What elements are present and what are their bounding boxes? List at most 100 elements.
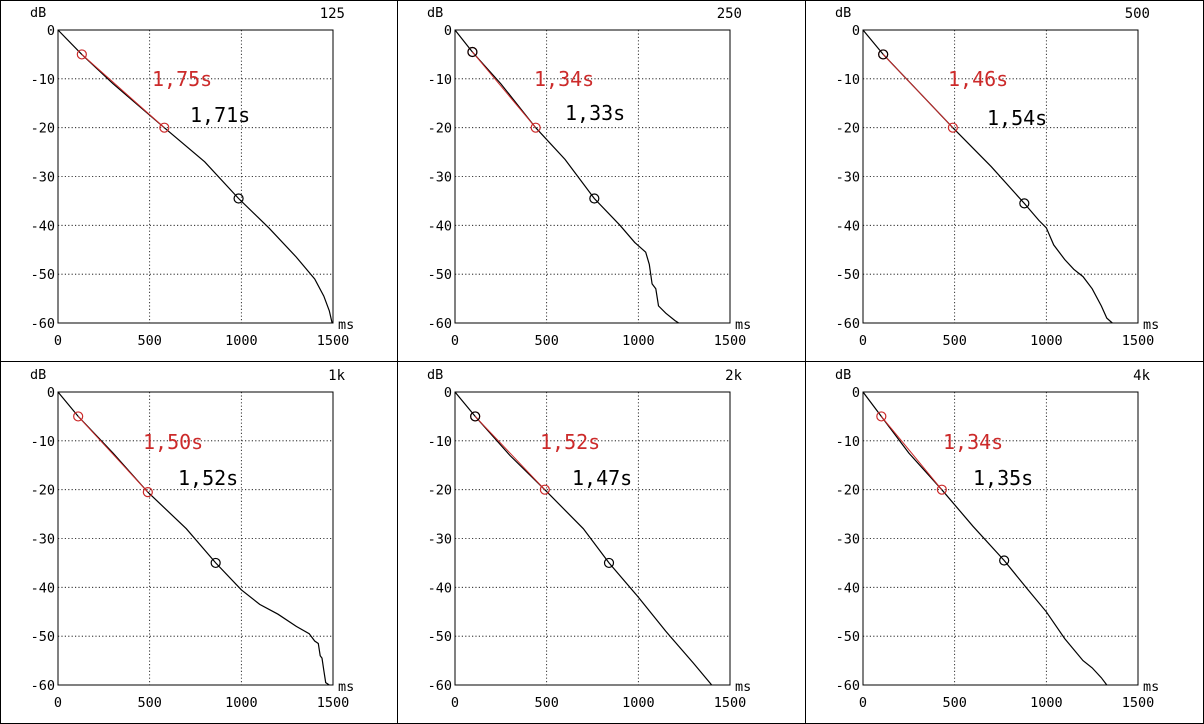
- decay-chart-250: 0-10-20-30-40-50-600 500 1000 1500dBms2501,…: [427, 5, 751, 349]
- panel-1k: 0 -10 -20 -30 -40 -50 -60 0 500 1000 1500 dB ms 1k 1,5…: [0, 362, 397, 724]
- y-tick-label: -10: [428, 72, 452, 88]
- rt-value-red: 1,50s: [143, 430, 203, 454]
- y-axis-unit: dB: [30, 367, 46, 383]
- y-tick-label: -10: [31, 434, 55, 450]
- y-tick-label: 0: [444, 385, 452, 401]
- y-tick-label: -30: [836, 170, 860, 186]
- x-tick-label: 1000: [225, 333, 258, 349]
- x-tick-label: 500: [137, 695, 161, 711]
- x-axis-unit: ms: [735, 679, 751, 695]
- y-tick-label: 0: [852, 385, 860, 401]
- band-label: 250: [717, 6, 742, 22]
- y-tick-label: -20: [31, 121, 55, 137]
- plot-frame: [454, 29, 731, 324]
- edt-fit-line: [81, 54, 165, 129]
- x-tick-label: 1000: [622, 695, 655, 711]
- x-tick-label: 500: [942, 333, 966, 349]
- y-tick-label: -50: [31, 629, 55, 645]
- rt-value-black: 1,71s: [190, 103, 250, 127]
- plot-frame: [862, 29, 1139, 324]
- rt-value-black: 1,47s: [572, 466, 632, 490]
- x-tick-label: 0: [54, 333, 62, 349]
- red-marker: [936, 484, 947, 495]
- y-tick-label: -60: [428, 316, 452, 332]
- decay-chart-1k: 0-10-20-30-40-50-600 500 1000 1500dBms1k1,5…: [30, 367, 354, 711]
- divider-vertical-left: [397, 0, 398, 724]
- decay-chart-125: 0-10-20-30-40-50-600 500 1000 1500dBms1251,…: [30, 5, 354, 349]
- band-label: 1k: [328, 368, 345, 384]
- y-tick-label: -10: [836, 434, 860, 450]
- y-axis-unit: dB: [427, 367, 443, 383]
- y-tick-label: -40: [428, 580, 452, 596]
- x-axis-unit: ms: [338, 679, 354, 695]
- black-marker: [233, 193, 244, 204]
- x-tick-label: 1500: [714, 695, 747, 711]
- x-tick-label: 0: [859, 695, 867, 711]
- y-tick-label: -10: [836, 72, 860, 88]
- y-tick-label: -50: [836, 267, 860, 283]
- black-marker: [999, 555, 1010, 566]
- x-axis-unit: ms: [735, 317, 751, 333]
- edt-fit-line: [880, 416, 943, 490]
- y-tick-label: 0: [444, 23, 452, 39]
- rt-value-black: 1,54s: [987, 106, 1047, 130]
- y-tick-label: -40: [31, 580, 55, 596]
- y-tick-label: -60: [836, 678, 860, 694]
- panel-125: 0 -10 -20 -30 -40 -50 -60 0 500 1000 1500 dB ms 125 1,…: [0, 0, 397, 362]
- y-tick-label: -60: [31, 316, 55, 332]
- black-marker: [470, 411, 481, 422]
- rt-value-red: 1,75s: [152, 67, 212, 91]
- red-marker: [530, 122, 541, 133]
- x-axis-unit: ms: [1143, 317, 1159, 333]
- edt-fit-line: [77, 416, 149, 493]
- black-marker: [1019, 198, 1030, 209]
- y-axis-unit: dB: [427, 5, 443, 21]
- edt-fit-line: [472, 51, 537, 128]
- red-marker: [73, 411, 84, 422]
- y-tick-label: -40: [31, 218, 55, 234]
- y-tick-label: -40: [836, 218, 860, 234]
- decay-chart-500: 0-10-20-30-40-50-600 500 1000 1500dBms5001,…: [835, 5, 1159, 349]
- y-tick-label: -50: [428, 629, 452, 645]
- decay-curve: [454, 29, 680, 324]
- plot-frame: [57, 29, 334, 324]
- rt-value-red: 1,52s: [540, 430, 600, 454]
- red-marker: [947, 122, 958, 133]
- y-tick-label: -50: [836, 629, 860, 645]
- y-tick-label: -10: [428, 434, 452, 450]
- decay-chart-4k: 0-10-20-30-40-50-600 500 1000 1500dBms4k1,3…: [835, 367, 1159, 711]
- panel-2k: 0 -10 -20 -30 -40 -50 -60 0 500 1000 1500 dB ms 2k 1,5…: [397, 362, 805, 724]
- x-axis-unit: ms: [1143, 679, 1159, 695]
- x-tick-label: 0: [54, 695, 62, 711]
- decay-curve: [454, 391, 713, 686]
- black-marker: [210, 557, 221, 569]
- panel-250: 0 -10 -20 -30 -40 -50 -60 0 500 1000 1500 dB ms 250 1,…: [397, 0, 805, 362]
- x-tick-label: 1500: [1122, 695, 1155, 711]
- y-tick-label: -50: [428, 267, 452, 283]
- y-tick-label: -30: [31, 170, 55, 186]
- edt-fit-line: [474, 416, 546, 491]
- plot-frame: [862, 391, 1139, 686]
- outer-border-left: [0, 0, 1, 724]
- rt-value-black: 1,35s: [973, 466, 1033, 490]
- band-label: 500: [1125, 6, 1150, 22]
- x-tick-label: 1000: [1030, 695, 1063, 711]
- red-marker: [142, 487, 153, 498]
- x-tick-label: 0: [451, 333, 459, 349]
- rt-value-red: 1,46s: [948, 67, 1008, 91]
- plot-frame: [57, 391, 334, 686]
- x-tick-label: 500: [534, 695, 558, 711]
- y-tick-label: -20: [428, 483, 452, 499]
- black-marker: [603, 557, 615, 569]
- y-axis-unit: dB: [835, 367, 851, 383]
- x-tick-label: 1500: [714, 333, 747, 349]
- red-marker: [76, 49, 87, 60]
- edt-fit-line: [882, 54, 954, 129]
- black-marker: [467, 46, 478, 58]
- y-tick-label: 0: [47, 385, 55, 401]
- x-tick-label: 1500: [317, 333, 350, 349]
- x-tick-label: 1000: [622, 333, 655, 349]
- x-tick-label: 1500: [1122, 333, 1155, 349]
- rt-value-red: 1,34s: [943, 430, 1003, 454]
- band-label: 125: [320, 6, 345, 22]
